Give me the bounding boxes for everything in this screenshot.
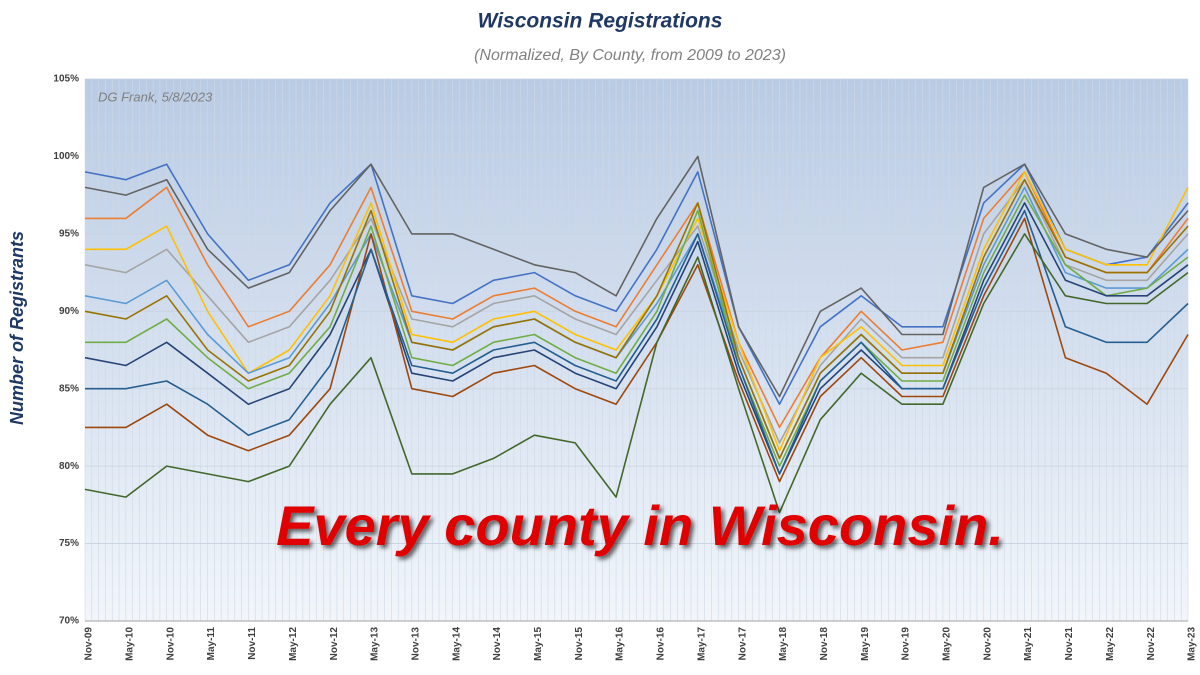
x-tick-label: Nov-19 <box>901 627 912 661</box>
series-line <box>84 178 1189 460</box>
x-tick-label: May-14 <box>451 627 462 661</box>
series-line <box>84 178 1189 444</box>
grid <box>84 78 1189 622</box>
series-line <box>84 186 1189 460</box>
overlay-annotation: Every county in Wisconsin. <box>276 494 1004 557</box>
y-tick-label: 100% <box>53 151 79 162</box>
x-tick-label: May-10 <box>124 627 135 661</box>
x-tick-label: May-23 <box>1187 627 1198 661</box>
x-tick-label: Nov-13 <box>410 627 421 661</box>
x-tick-label: Nov-16 <box>656 627 667 661</box>
x-tick-label: May-15 <box>533 627 544 661</box>
x-tick-label: Nov-10 <box>165 627 176 661</box>
x-tick-label: Nov-20 <box>982 627 993 661</box>
x-tick-label: May-18 <box>778 627 789 661</box>
series-line <box>85 171 1189 452</box>
x-tick-label: Nov-09 <box>84 627 95 661</box>
x-tick-label: Nov-11 <box>247 627 258 660</box>
x-tick-label: Nov-15 <box>574 627 585 661</box>
series-line <box>85 171 1189 429</box>
chart-subtitle: (Normalized, By County, from 2009 to 202… <box>474 47 786 64</box>
series-line <box>84 202 1189 475</box>
x-tick-label: May-13 <box>370 627 381 661</box>
x-tick-label: May-20 <box>942 627 953 661</box>
x-tick-label: May-12 <box>288 627 299 661</box>
x-tick-label: May-19 <box>860 627 871 661</box>
y-tick-label: 85% <box>59 383 79 394</box>
y-tick-label: 90% <box>59 306 79 317</box>
y-tick-label: 105% <box>53 74 79 85</box>
y-tick-label: 95% <box>59 228 79 239</box>
y-tick-label: 70% <box>59 616 79 627</box>
x-tick-label: May-21 <box>1023 627 1034 661</box>
series-line <box>84 233 1189 514</box>
x-tick-label: Nov-18 <box>819 627 830 661</box>
x-tick-label: May-16 <box>615 627 626 661</box>
chart-title: Wisconsin Registrations <box>478 10 723 33</box>
series-lines <box>84 155 1189 514</box>
x-tick-label: May-22 <box>1105 627 1116 661</box>
y-tick-label: 80% <box>59 461 79 472</box>
x-tick-label: Nov-17 <box>737 627 748 661</box>
series-line <box>84 155 1189 398</box>
x-tick-label: Nov-14 <box>492 627 503 661</box>
x-tick-label: May-11 <box>206 627 217 661</box>
x-tick-label: Nov-22 <box>1146 627 1157 661</box>
series-line <box>84 163 1189 405</box>
credit-annotation: DG Frank, 5/8/2023 <box>98 89 213 104</box>
series-line <box>85 194 1189 467</box>
x-tick-label: Nov-21 <box>1064 627 1075 661</box>
y-axis-title: Number of Registrants <box>7 231 27 425</box>
series-line <box>85 209 1189 475</box>
series-line <box>85 217 1189 483</box>
x-tick-label: May-17 <box>696 627 707 661</box>
y-tick-label: 75% <box>59 538 79 549</box>
x-tick-label: Nov-12 <box>329 627 340 661</box>
